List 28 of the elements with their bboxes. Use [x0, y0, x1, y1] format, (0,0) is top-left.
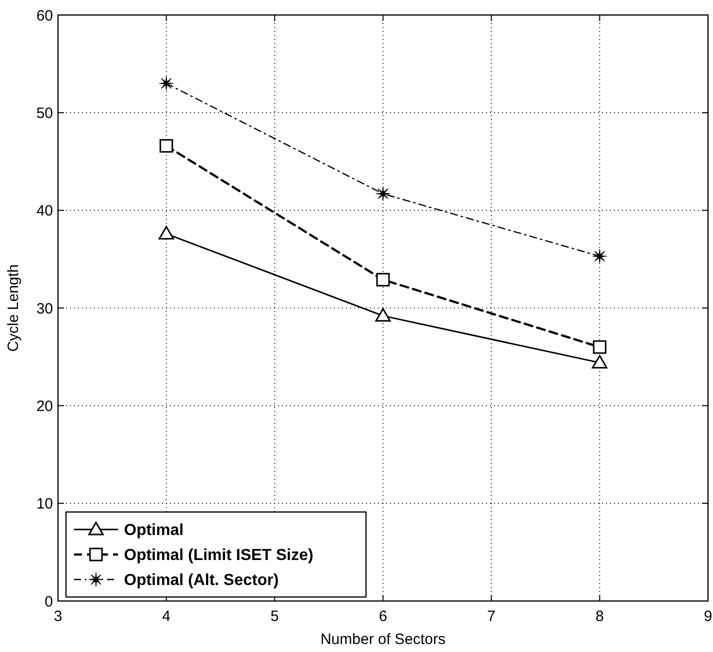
legend-label: Optimal (Alt. Sector) [124, 572, 279, 590]
point [158, 226, 174, 240]
x-tick-label: 9 [704, 608, 712, 625]
x-tick-label: 6 [378, 608, 388, 625]
y-tick-label: 10 [36, 496, 53, 513]
x-tick-label: 4 [162, 608, 171, 625]
legend-label: Optimal (Limit ISET Size) [124, 547, 314, 564]
point [592, 340, 606, 354]
x-tick-label: 5 [270, 608, 279, 625]
point [160, 139, 174, 153]
y-tick-label: 40 [36, 202, 53, 220]
y-tick-label: 30 [36, 300, 53, 318]
y-axis-title: Cycle Length [5, 264, 22, 352]
point [376, 186, 390, 202]
legend-label: Optimal [124, 522, 184, 540]
point [159, 76, 174, 91]
point [592, 354, 608, 368]
point [375, 308, 391, 322]
y-tick-label: 50 [36, 104, 53, 122]
x-axis-title: Number of Sectors [320, 631, 446, 648]
y-tick-label: 0 [44, 593, 53, 610]
x-tick-label: 8 [595, 608, 604, 625]
x-tick-label: 7 [487, 608, 496, 625]
point [592, 248, 607, 264]
y-tick-label: 60 [36, 7, 53, 24]
y-tick-label: 20 [36, 398, 53, 415]
x-tick-label: 3 [54, 608, 62, 625]
point [376, 272, 390, 286]
